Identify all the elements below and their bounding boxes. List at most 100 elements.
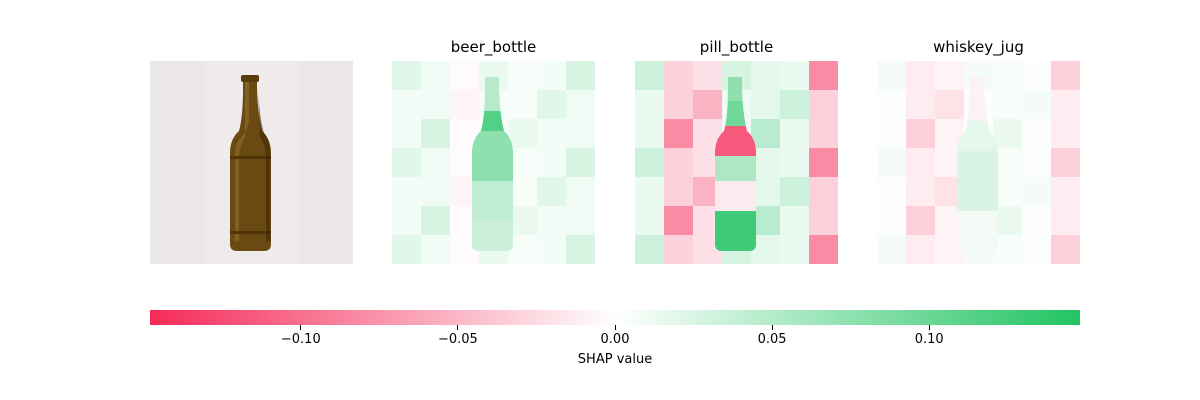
superpixel-tile [1022, 177, 1051, 206]
superpixel-tile [780, 235, 809, 264]
superpixel-tile [1051, 148, 1080, 177]
shap-map-beer-bottle [392, 61, 595, 264]
superpixel-tile [751, 61, 780, 90]
bottle-segment [957, 211, 998, 251]
superpixel-tile [537, 90, 566, 119]
superpixel-tile [635, 206, 664, 235]
colorbar-tick-label: −0.05 [437, 332, 478, 347]
colorbar-tick [928, 325, 930, 330]
superpixel-tile [566, 235, 595, 264]
superpixel-tile [877, 235, 906, 264]
superpixel-tile [664, 148, 693, 177]
superpixel-tile [809, 206, 838, 235]
bottle-segment [957, 151, 998, 211]
superpixel-tile [566, 61, 595, 90]
superpixel-tile [993, 61, 1022, 90]
superpixel-tile [508, 90, 537, 119]
superpixel-tile [809, 235, 838, 264]
superpixel-tile [537, 206, 566, 235]
bottle-segment [715, 156, 756, 181]
superpixel-tile [906, 148, 935, 177]
superpixel-tile [877, 119, 906, 148]
superpixel-tile [780, 90, 809, 119]
superpixel-tile [1022, 61, 1051, 90]
superpixel-tile [664, 119, 693, 148]
superpixel-tile [421, 177, 450, 206]
superpixel-tile [1051, 206, 1080, 235]
superpixel-tile [450, 90, 479, 119]
superpixel-tile [877, 148, 906, 177]
superpixel-tile [421, 61, 450, 90]
superpixel-tile [877, 61, 906, 90]
superpixel-tile [1022, 206, 1051, 235]
bottle-segment [472, 221, 513, 251]
superpixel-tile [392, 177, 421, 206]
superpixel-tile [1022, 90, 1051, 119]
colorbar-tick-label: −0.10 [280, 332, 321, 347]
colorbar-tick-label: 0.10 [914, 332, 944, 347]
superpixel-tile [664, 177, 693, 206]
superpixel-tile [809, 61, 838, 90]
superpixel-tile [635, 61, 664, 90]
superpixel-tile [421, 148, 450, 177]
superpixel-tile [664, 206, 693, 235]
superpixel-tile [906, 177, 935, 206]
superpixel-tile [906, 90, 935, 119]
superpixel-tile [664, 235, 693, 264]
panel-title-beer-bottle: beer_bottle [450, 38, 537, 56]
original-image-panel [150, 61, 353, 264]
superpixel-tile [537, 119, 566, 148]
superpixel-tile [693, 90, 722, 119]
superpixel-tile [537, 177, 566, 206]
superpixel-tile [780, 148, 809, 177]
superpixel-tile [780, 61, 809, 90]
superpixel-tile [421, 235, 450, 264]
superpixel-tile [537, 148, 566, 177]
superpixel-tile [566, 148, 595, 177]
superpixel-tile [1051, 90, 1080, 119]
colorbar-tick [300, 325, 302, 330]
superpixel-tile [877, 206, 906, 235]
superpixel-tile [392, 235, 421, 264]
superpixel-tile [421, 206, 450, 235]
superpixel-tile [392, 206, 421, 235]
colorbar-tick [457, 325, 459, 330]
superpixel-tile [906, 235, 935, 264]
superpixel-tile [1022, 148, 1051, 177]
superpixel-tile [809, 90, 838, 119]
superpixel-tile [664, 61, 693, 90]
superpixel-tile [450, 61, 479, 90]
superpixel-tile [780, 177, 809, 206]
bottle-segment [472, 131, 513, 181]
superpixel-tile [566, 90, 595, 119]
superpixel-tile [906, 61, 935, 90]
colorbar-tick [614, 325, 616, 330]
panel-title-whiskey-jug: whiskey_jug [933, 38, 1024, 56]
colorbar-tick-label: 0.05 [757, 332, 787, 347]
colorbar-tick [771, 325, 773, 330]
shap-map-whiskey-jug [877, 61, 1080, 264]
superpixel-tile [751, 119, 780, 148]
superpixel-tile [421, 90, 450, 119]
superpixel-tile [993, 119, 1022, 148]
superpixel-tile [635, 235, 664, 264]
superpixel-tile [421, 119, 450, 148]
bottle-photo [150, 61, 353, 264]
colorbar-tick-label: 0.00 [600, 332, 630, 347]
superpixel-tile [906, 119, 935, 148]
superpixel-tile [877, 177, 906, 206]
superpixel-tile [392, 119, 421, 148]
colorbar-label: SHAP value [577, 352, 653, 367]
superpixel-tile [751, 90, 780, 119]
superpixel-tile [780, 206, 809, 235]
superpixel-tile [1051, 119, 1080, 148]
superpixel-tile [392, 148, 421, 177]
superpixel-tile [993, 90, 1022, 119]
superpixel-tile [392, 90, 421, 119]
superpixel-tile [906, 206, 935, 235]
superpixel-tile [392, 61, 421, 90]
shap-map-pill-bottle [635, 61, 838, 264]
superpixel-tile [537, 235, 566, 264]
superpixel-tile [566, 177, 595, 206]
